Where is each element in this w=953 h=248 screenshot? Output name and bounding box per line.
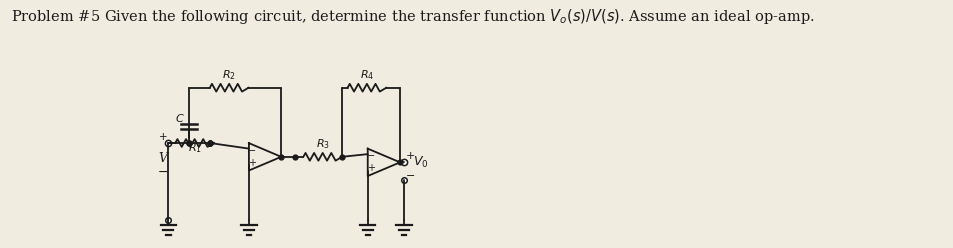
Text: −: − [157,165,168,179]
Text: V: V [158,152,167,165]
Text: $R_3$: $R_3$ [315,137,330,151]
Text: −: − [367,151,375,161]
Text: $C$: $C$ [174,112,184,124]
Text: $V_0$: $V_0$ [413,155,429,170]
Text: +: + [367,163,375,173]
Text: +: + [405,151,415,161]
Text: −: − [248,146,256,156]
Text: $R_1$: $R_1$ [188,142,201,155]
Text: $R_2$: $R_2$ [222,68,235,82]
Text: Problem #5 Given the following circuit, determine the transfer function $V_o(s)/: Problem #5 Given the following circuit, … [11,7,815,27]
Text: $R_4$: $R_4$ [359,68,374,82]
Text: +: + [159,132,168,142]
Text: +: + [248,158,256,168]
Text: −: − [405,171,415,181]
